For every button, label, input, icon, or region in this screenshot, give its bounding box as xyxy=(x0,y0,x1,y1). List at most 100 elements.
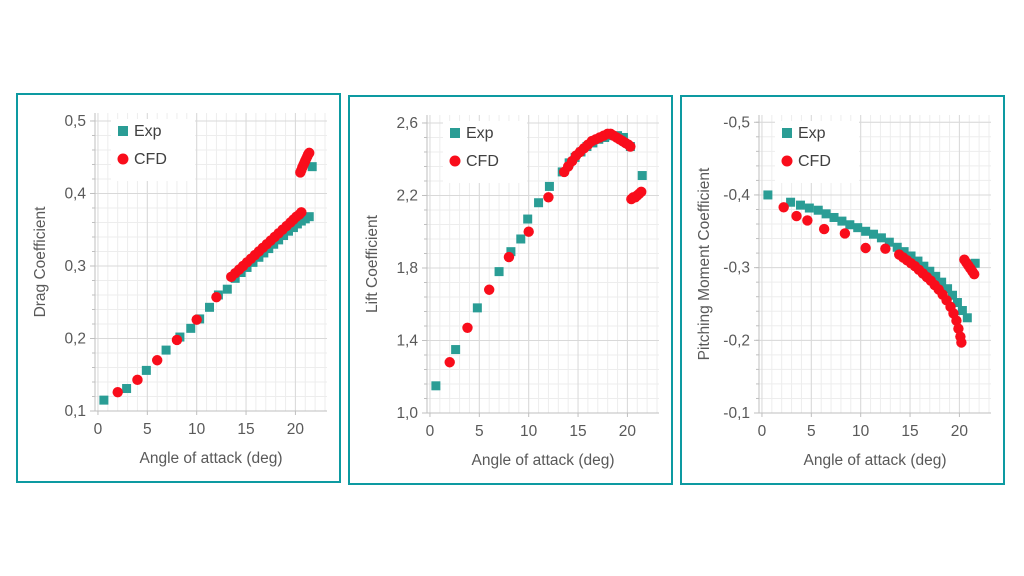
data-point-exp xyxy=(919,261,929,271)
data-point-cfd xyxy=(791,210,802,222)
legend-exp-marker-icon xyxy=(450,128,460,138)
y-tick-label: 2,2 xyxy=(396,187,418,204)
data-point-exp xyxy=(845,220,855,230)
data-point-exp xyxy=(829,212,839,222)
lift-coefficient-panel: 0 5 10 15 20 2,6 2,2 1,8 1,4 1,0 Exp CFD Lift Coeffi… xyxy=(348,95,673,485)
data-point-exp xyxy=(307,162,317,172)
data-point-cfd xyxy=(636,186,647,198)
y-tick-label: -0,2 xyxy=(723,332,750,349)
legend-cfd-label: CFD xyxy=(466,153,499,170)
data-point-cfd xyxy=(483,284,495,295)
data-point-cfd xyxy=(802,215,813,226)
data-point-cfd xyxy=(151,355,163,366)
y-tick-label: 2,6 xyxy=(396,115,418,132)
data-point-cfd xyxy=(880,243,891,254)
data-point-exp xyxy=(283,226,293,236)
legend-cfd-marker-icon xyxy=(449,155,461,167)
data-point-cfd xyxy=(778,202,789,213)
legend-cfd-label: CFD xyxy=(134,151,167,168)
data-point-exp xyxy=(899,247,909,257)
pitching-moment-panel: 0 5 10 15 20 -0,5 -0,4 -0,3 -0,2 -0,1 Exp CFD Pitchi… xyxy=(680,95,1005,485)
data-point-exp xyxy=(523,214,533,224)
data-point-cfd xyxy=(860,242,871,254)
lift-coefficient-chart: 0 5 10 15 20 2,6 2,2 1,8 1,4 1,0 Exp CFD Lift Coeffi… xyxy=(364,115,659,469)
data-point-exp xyxy=(821,209,831,219)
x-tick-label: 10 xyxy=(188,421,206,438)
data-point-exp xyxy=(786,197,796,207)
data-point-exp xyxy=(279,231,289,241)
data-point-cfd xyxy=(625,141,636,152)
y-tick-label: 1,8 xyxy=(396,260,418,277)
legend-exp-marker-icon xyxy=(118,126,128,136)
data-point-exp xyxy=(837,216,847,226)
x-tick-label: 10 xyxy=(852,423,870,440)
data-point-cfd xyxy=(523,226,534,237)
x-tick-label: 20 xyxy=(619,423,637,440)
data-point-exp xyxy=(869,229,879,239)
data-point-cfd xyxy=(296,207,307,218)
data-point-cfd xyxy=(953,323,964,334)
y-tick-label: -0,4 xyxy=(723,187,750,204)
data-point-exp xyxy=(534,198,544,208)
drag-coefficient-chart: 0 5 10 15 20 0,5 0,4 0,3 0,2 0,1 Exp CFD Drag Coeffi… xyxy=(32,113,327,467)
x-tick-label: 0 xyxy=(94,421,103,438)
data-point-cfd xyxy=(191,314,202,325)
data-point-exp xyxy=(943,284,953,294)
data-point-exp xyxy=(913,256,923,266)
data-point-exp xyxy=(892,242,902,252)
x-tick-label: 0 xyxy=(426,423,435,440)
exp-series xyxy=(763,190,980,323)
data-point-cfd xyxy=(956,337,967,348)
data-point-exp xyxy=(795,200,805,210)
data-point-exp xyxy=(861,226,871,236)
data-point-exp xyxy=(141,365,151,375)
data-point-exp xyxy=(186,323,196,333)
x-tick-label: 10 xyxy=(520,423,538,440)
data-point-exp xyxy=(516,234,526,244)
y-tick-label: -0,1 xyxy=(723,405,750,422)
data-point-cfd xyxy=(839,228,851,239)
legend-exp-label: Exp xyxy=(466,125,494,142)
data-point-cfd xyxy=(543,192,554,203)
data-point-cfd xyxy=(304,147,315,159)
y-tick-label: 0,2 xyxy=(64,330,86,347)
data-point-exp xyxy=(925,266,935,276)
data-point-exp xyxy=(853,223,863,233)
data-point-exp xyxy=(970,258,980,268)
x-axis-title: Angle of attack (deg) xyxy=(139,450,282,467)
x-axis-title: Angle of attack (deg) xyxy=(803,452,946,469)
data-point-cfd xyxy=(969,268,980,280)
data-point-cfd xyxy=(951,315,962,326)
legend-exp-label: Exp xyxy=(134,123,162,140)
data-point-exp xyxy=(205,302,215,312)
data-point-exp xyxy=(952,298,962,308)
legend-cfd-label: CFD xyxy=(798,153,831,170)
data-point-exp xyxy=(431,381,441,391)
x-tick-label: 5 xyxy=(807,423,816,440)
y-tick-label: 0,1 xyxy=(64,403,86,420)
data-point-exp xyxy=(884,237,894,247)
data-point-exp xyxy=(472,303,482,313)
y-tick-label: 1,0 xyxy=(396,405,418,422)
data-point-exp xyxy=(947,290,957,300)
legend-cfd-marker-icon xyxy=(781,155,793,167)
data-point-exp xyxy=(161,345,171,355)
data-point-exp xyxy=(876,233,886,243)
x-tick-label: 5 xyxy=(143,421,152,438)
y-tick-label: -0,3 xyxy=(723,260,750,277)
data-point-cfd xyxy=(444,357,455,368)
cfd-series xyxy=(112,147,315,398)
data-point-exp xyxy=(494,267,504,277)
y-tick-label: 0,4 xyxy=(64,185,86,202)
data-point-exp xyxy=(304,212,314,222)
cfd-series xyxy=(444,128,647,368)
pitching-moment-chart: 0 5 10 15 20 -0,5 -0,4 -0,3 -0,2 -0,1 Exp CFD Pitchi… xyxy=(696,114,991,469)
data-point-exp xyxy=(804,203,814,213)
data-point-exp xyxy=(957,306,967,316)
data-point-cfd xyxy=(503,251,515,263)
exp-series xyxy=(99,162,317,405)
legend-exp-marker-icon xyxy=(782,128,792,138)
data-point-exp xyxy=(451,345,461,355)
data-point-cfd xyxy=(211,291,222,303)
x-tick-label: 0 xyxy=(758,423,767,440)
